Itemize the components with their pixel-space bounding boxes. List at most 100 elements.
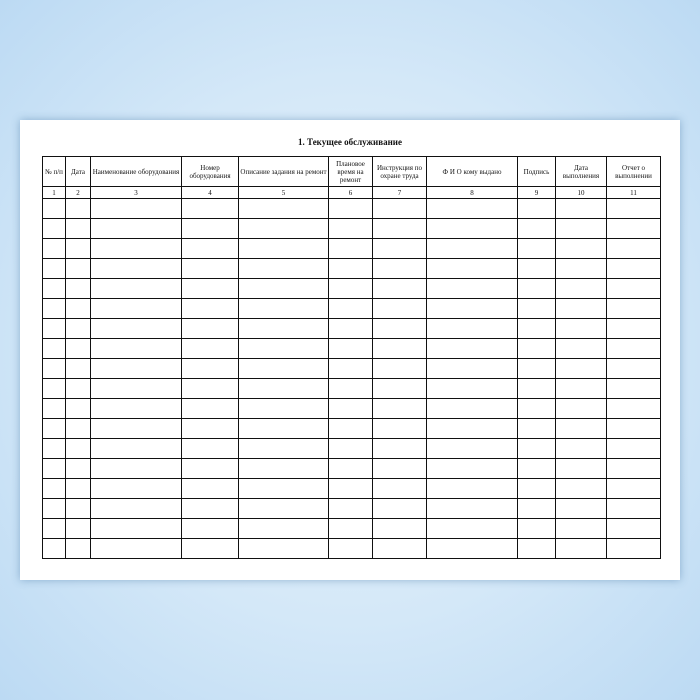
table-cell[interactable] xyxy=(181,498,239,519)
table-cell[interactable] xyxy=(517,318,556,339)
table-cell[interactable] xyxy=(42,378,66,399)
table-cell[interactable] xyxy=(372,238,427,259)
table-cell[interactable] xyxy=(181,338,239,359)
table-cell[interactable] xyxy=(517,398,556,419)
table-cell[interactable] xyxy=(90,298,182,319)
table-cell[interactable] xyxy=(426,318,518,339)
table-cell[interactable] xyxy=(90,238,182,259)
table-cell[interactable] xyxy=(238,458,329,479)
table-cell[interactable] xyxy=(555,318,607,339)
table-cell[interactable] xyxy=(42,278,66,299)
table-cell[interactable] xyxy=(606,418,661,439)
table-cell[interactable] xyxy=(606,278,661,299)
table-cell[interactable] xyxy=(517,218,556,239)
table-cell[interactable] xyxy=(606,318,661,339)
table-cell[interactable] xyxy=(372,198,427,219)
table-cell[interactable] xyxy=(42,518,66,539)
table-cell[interactable] xyxy=(181,218,239,239)
table-cell[interactable] xyxy=(90,478,182,499)
table-cell[interactable] xyxy=(517,518,556,539)
table-cell[interactable] xyxy=(238,298,329,319)
table-cell[interactable] xyxy=(328,218,373,239)
table-cell[interactable] xyxy=(426,478,518,499)
table-cell[interactable] xyxy=(372,438,427,459)
table-cell[interactable] xyxy=(238,538,329,559)
table-cell[interactable] xyxy=(181,458,239,479)
table-cell[interactable] xyxy=(517,438,556,459)
table-cell[interactable] xyxy=(517,258,556,279)
table-cell[interactable] xyxy=(65,198,91,219)
table-cell[interactable] xyxy=(42,418,66,439)
table-cell[interactable] xyxy=(65,258,91,279)
table-cell[interactable] xyxy=(181,318,239,339)
table-cell[interactable] xyxy=(181,398,239,419)
table-cell[interactable] xyxy=(65,418,91,439)
table-cell[interactable] xyxy=(426,398,518,419)
table-cell[interactable] xyxy=(238,258,329,279)
table-cell[interactable] xyxy=(328,438,373,459)
table-cell[interactable] xyxy=(181,518,239,539)
table-cell[interactable] xyxy=(42,198,66,219)
table-cell[interactable] xyxy=(555,218,607,239)
table-cell[interactable] xyxy=(372,458,427,479)
table-cell[interactable] xyxy=(606,518,661,539)
table-cell[interactable] xyxy=(517,338,556,359)
table-cell[interactable] xyxy=(328,318,373,339)
table-cell[interactable] xyxy=(90,198,182,219)
table-cell[interactable] xyxy=(65,278,91,299)
table-cell[interactable] xyxy=(372,318,427,339)
table-cell[interactable] xyxy=(555,518,607,539)
table-cell[interactable] xyxy=(181,198,239,219)
table-cell[interactable] xyxy=(372,278,427,299)
table-cell[interactable] xyxy=(90,398,182,419)
table-cell[interactable] xyxy=(555,198,607,219)
table-cell[interactable] xyxy=(372,518,427,539)
table-cell[interactable] xyxy=(42,258,66,279)
table-cell[interactable] xyxy=(65,498,91,519)
table-cell[interactable] xyxy=(238,358,329,379)
table-cell[interactable] xyxy=(517,278,556,299)
table-cell[interactable] xyxy=(42,358,66,379)
table-cell[interactable] xyxy=(606,438,661,459)
table-cell[interactable] xyxy=(42,338,66,359)
table-cell[interactable] xyxy=(606,238,661,259)
table-cell[interactable] xyxy=(90,458,182,479)
table-cell[interactable] xyxy=(42,318,66,339)
table-cell[interactable] xyxy=(65,478,91,499)
table-cell[interactable] xyxy=(426,278,518,299)
table-cell[interactable] xyxy=(328,258,373,279)
table-cell[interactable] xyxy=(606,198,661,219)
table-cell[interactable] xyxy=(90,518,182,539)
table-cell[interactable] xyxy=(90,358,182,379)
table-cell[interactable] xyxy=(181,258,239,279)
table-cell[interactable] xyxy=(328,338,373,359)
table-cell[interactable] xyxy=(65,218,91,239)
table-cell[interactable] xyxy=(517,378,556,399)
table-cell[interactable] xyxy=(555,378,607,399)
table-cell[interactable] xyxy=(181,358,239,379)
table-cell[interactable] xyxy=(181,238,239,259)
table-cell[interactable] xyxy=(517,538,556,559)
table-cell[interactable] xyxy=(555,298,607,319)
table-cell[interactable] xyxy=(328,238,373,259)
table-cell[interactable] xyxy=(555,258,607,279)
table-cell[interactable] xyxy=(555,338,607,359)
table-cell[interactable] xyxy=(517,358,556,379)
table-cell[interactable] xyxy=(90,278,182,299)
table-cell[interactable] xyxy=(328,358,373,379)
table-cell[interactable] xyxy=(372,378,427,399)
table-cell[interactable] xyxy=(42,538,66,559)
table-cell[interactable] xyxy=(65,318,91,339)
table-cell[interactable] xyxy=(238,278,329,299)
table-cell[interactable] xyxy=(517,498,556,519)
table-cell[interactable] xyxy=(90,438,182,459)
table-cell[interactable] xyxy=(90,338,182,359)
table-cell[interactable] xyxy=(517,238,556,259)
table-cell[interactable] xyxy=(372,418,427,439)
table-cell[interactable] xyxy=(238,418,329,439)
table-cell[interactable] xyxy=(90,318,182,339)
table-cell[interactable] xyxy=(555,398,607,419)
table-cell[interactable] xyxy=(372,218,427,239)
table-cell[interactable] xyxy=(555,438,607,459)
table-cell[interactable] xyxy=(517,458,556,479)
